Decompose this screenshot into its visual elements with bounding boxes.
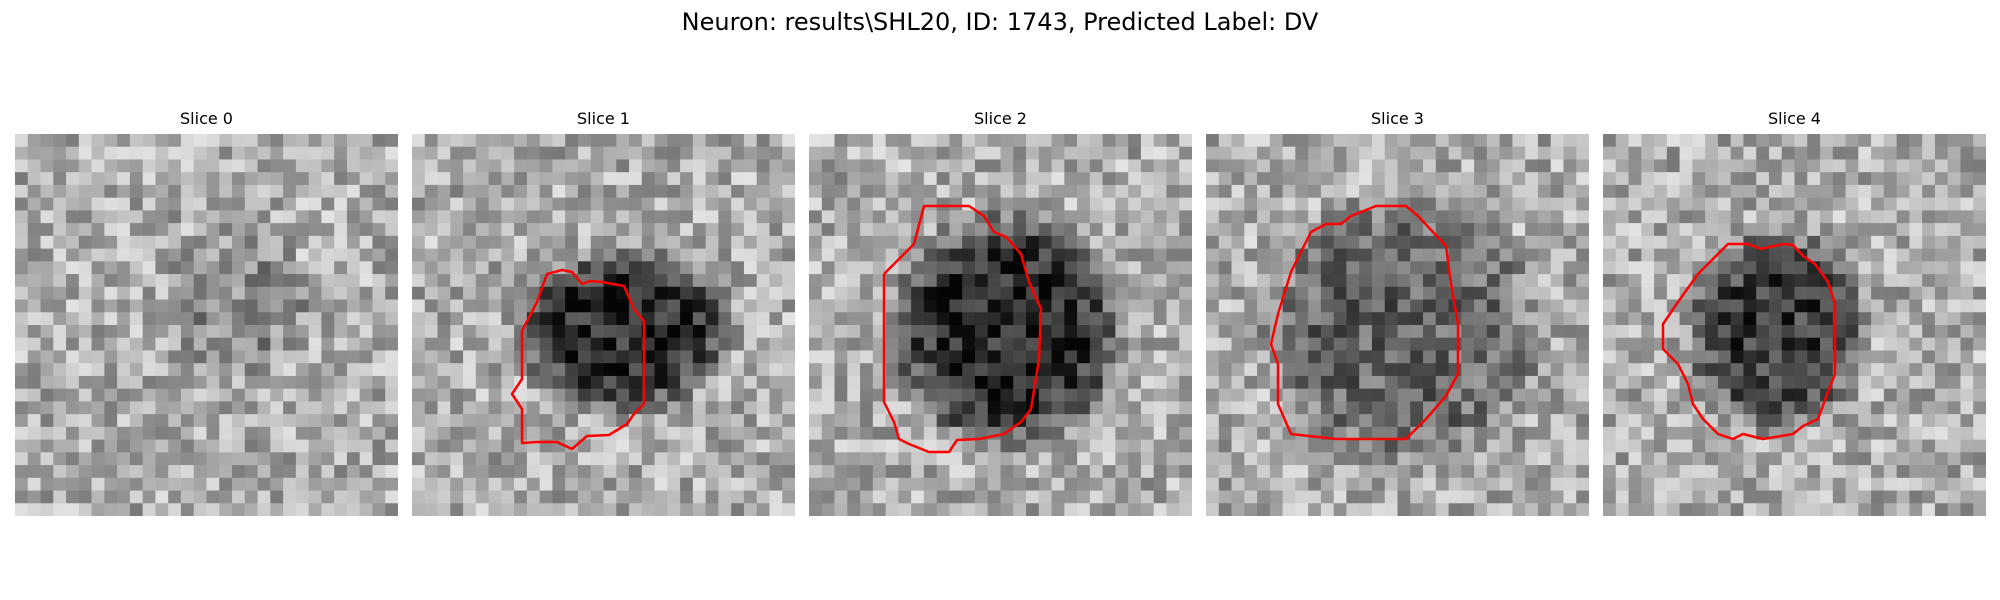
pixel-grid <box>1206 134 1589 516</box>
figure-title: Neuron: results\SHL20, ID: 1743, Predict… <box>681 8 1319 36</box>
slice-image <box>15 134 398 516</box>
panel-slice-1: Slice 1 <box>412 108 795 516</box>
slice-image <box>1603 134 1986 516</box>
slice-title: Slice 2 <box>974 109 1027 128</box>
slice-title: Slice 1 <box>577 109 630 128</box>
panel-slice-0: Slice 0 <box>15 108 398 516</box>
slice-title: Slice 0 <box>180 109 233 128</box>
panel-slice-3: Slice 3 <box>1206 108 1589 516</box>
pixel-grid <box>15 134 398 516</box>
slice-image <box>1206 134 1589 516</box>
roi-contour <box>882 204 1043 454</box>
slice-title: Slice 4 <box>1768 109 1821 128</box>
pixel-grid <box>412 134 795 516</box>
pixel-grid <box>1603 134 1986 516</box>
slice-title: Slice 3 <box>1371 109 1424 128</box>
roi-contour <box>1661 242 1837 441</box>
slice-image <box>412 134 795 516</box>
pixel-grid <box>809 134 1192 516</box>
panel-slice-4: Slice 4 <box>1603 108 1986 516</box>
roi-contour <box>1269 204 1460 441</box>
panel-slice-2: Slice 2 <box>809 108 1192 516</box>
slice-image <box>809 134 1192 516</box>
roi-contour <box>510 268 646 451</box>
